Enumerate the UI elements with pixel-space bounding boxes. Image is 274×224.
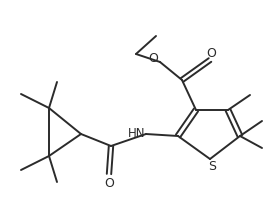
Text: O: O (148, 52, 158, 65)
Text: S: S (208, 159, 216, 172)
Text: O: O (104, 177, 114, 190)
Text: O: O (206, 47, 216, 60)
Text: HN: HN (128, 127, 146, 140)
